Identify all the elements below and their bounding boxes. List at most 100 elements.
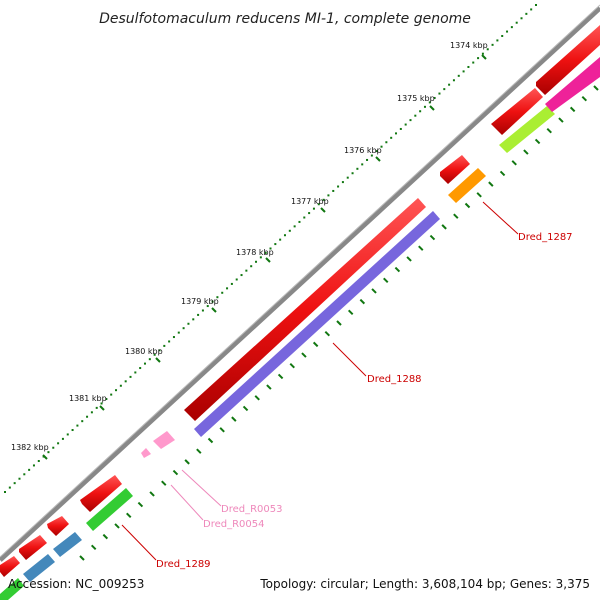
scale-dot — [283, 234, 286, 237]
gene-label-dred-1289[interactable]: Dred_1289 — [156, 559, 211, 570]
forward-strand-features — [0, 25, 600, 577]
cds-feature-cog-lime[interactable] — [499, 106, 555, 153]
rna-feature-R0054[interactable] — [141, 448, 151, 458]
scale-dot — [404, 123, 407, 126]
inner-tick — [172, 469, 179, 476]
inner-tick — [79, 555, 85, 561]
scale-dot — [317, 203, 320, 206]
cds-feature-forward[interactable] — [80, 475, 122, 512]
rna-feature-R0053[interactable] — [153, 431, 175, 449]
scale-dot — [172, 336, 175, 339]
gene-label-dred-1287[interactable]: Dred_1287 — [518, 232, 573, 243]
inner-tick — [207, 437, 214, 444]
scale-dot — [61, 437, 64, 440]
scale-dot — [428, 101, 431, 104]
scale-major-tick — [429, 105, 435, 111]
scale-dot — [525, 12, 528, 15]
scale-dot — [530, 8, 533, 11]
scale-dot — [423, 105, 426, 108]
cds-feature-forward[interactable] — [536, 25, 600, 95]
cog-ring-features — [0, 57, 600, 600]
scale-dot — [182, 327, 185, 330]
scale-dot — [28, 468, 31, 471]
cds-feature-1289-cog[interactable] — [86, 488, 133, 531]
scale-dot — [86, 415, 89, 418]
scale-label-1380: 1380 kbp — [125, 347, 163, 356]
gene-label-dred-r0053[interactable]: Dred_R0053 — [221, 504, 283, 515]
scale-dot — [510, 26, 513, 29]
cds-feature-cog-magenta[interactable] — [545, 57, 600, 112]
cds-feature-forward[interactable] — [47, 516, 69, 536]
scale-dot — [110, 393, 113, 396]
scale-dot — [472, 61, 475, 64]
inner-tick — [546, 128, 552, 134]
scale-dot — [177, 331, 180, 334]
cds-feature-cog-blue[interactable] — [23, 554, 55, 582]
cds-feature-cog-green[interactable] — [0, 578, 24, 600]
scale-dot — [192, 318, 195, 321]
gene-label-dred-r0054[interactable]: Dred_R0054 — [203, 519, 265, 530]
inner-tick — [418, 245, 424, 251]
scale-dot — [481, 52, 484, 55]
inner-tick — [149, 491, 155, 497]
scale-dot — [486, 48, 489, 51]
inner-tick — [453, 213, 459, 219]
inner-tick — [126, 512, 132, 518]
scale-label-1374: 1374 kbp — [450, 41, 488, 50]
inner-tick — [383, 277, 389, 283]
scale-dot — [32, 464, 35, 467]
scale-dot — [370, 154, 373, 157]
scale-dot — [308, 212, 311, 215]
scale-label-1376: 1376 kbp — [344, 146, 382, 155]
inner-tick — [324, 330, 331, 337]
scale-dot — [414, 114, 417, 117]
inner-tick — [196, 448, 202, 454]
cds-feature-1287-cog[interactable] — [448, 168, 486, 203]
scale-dot — [129, 375, 132, 378]
scale-dot — [501, 34, 504, 37]
cds-feature-1288-forward[interactable] — [184, 198, 426, 421]
scale-major-tick — [211, 307, 217, 313]
cds-feature-forward[interactable] — [491, 88, 543, 135]
scale-dot — [66, 433, 69, 436]
scale-dot — [356, 167, 359, 170]
cds-feature-forward[interactable] — [19, 535, 47, 560]
scale-dot — [496, 39, 499, 42]
inner-tick — [429, 234, 436, 241]
inner-tick — [137, 501, 144, 508]
scale-dot — [520, 17, 523, 20]
scale-major-tick — [375, 156, 381, 162]
scale-dot — [438, 92, 441, 95]
inner-tick — [581, 95, 588, 102]
scale-dot — [346, 176, 349, 179]
scale-dot — [168, 340, 171, 343]
scale-dot — [216, 296, 219, 299]
scale-dot — [255, 260, 258, 263]
inner-tick — [499, 170, 506, 177]
cds-feature-1288-cog[interactable] — [194, 211, 440, 437]
cds-feature-forward[interactable] — [440, 155, 470, 184]
scale-dot — [375, 150, 378, 153]
scale-dot — [327, 194, 330, 197]
inner-tick — [242, 405, 249, 412]
scale-dot — [134, 371, 137, 374]
scale-dot — [221, 291, 224, 294]
scale-label-1381: 1381 kbp — [69, 394, 107, 403]
scale-dot — [390, 136, 393, 139]
scale-dot — [206, 305, 209, 308]
scale-dot — [361, 163, 364, 166]
scale-dot — [245, 269, 248, 272]
cds-feature-forward[interactable] — [0, 556, 20, 577]
scale-dot — [47, 451, 50, 454]
scale-dot — [274, 243, 277, 246]
cds-feature-cog-blue[interactable] — [53, 532, 82, 557]
inner-tick — [523, 149, 529, 155]
gene-label-dred-1288[interactable]: Dred_1288 — [367, 374, 422, 385]
scale-dot — [95, 406, 98, 409]
inner-tick — [90, 544, 97, 551]
scale-dot — [467, 65, 470, 68]
scale-dot — [337, 185, 340, 188]
inner-tick — [394, 266, 401, 273]
inner-tick — [371, 288, 377, 294]
